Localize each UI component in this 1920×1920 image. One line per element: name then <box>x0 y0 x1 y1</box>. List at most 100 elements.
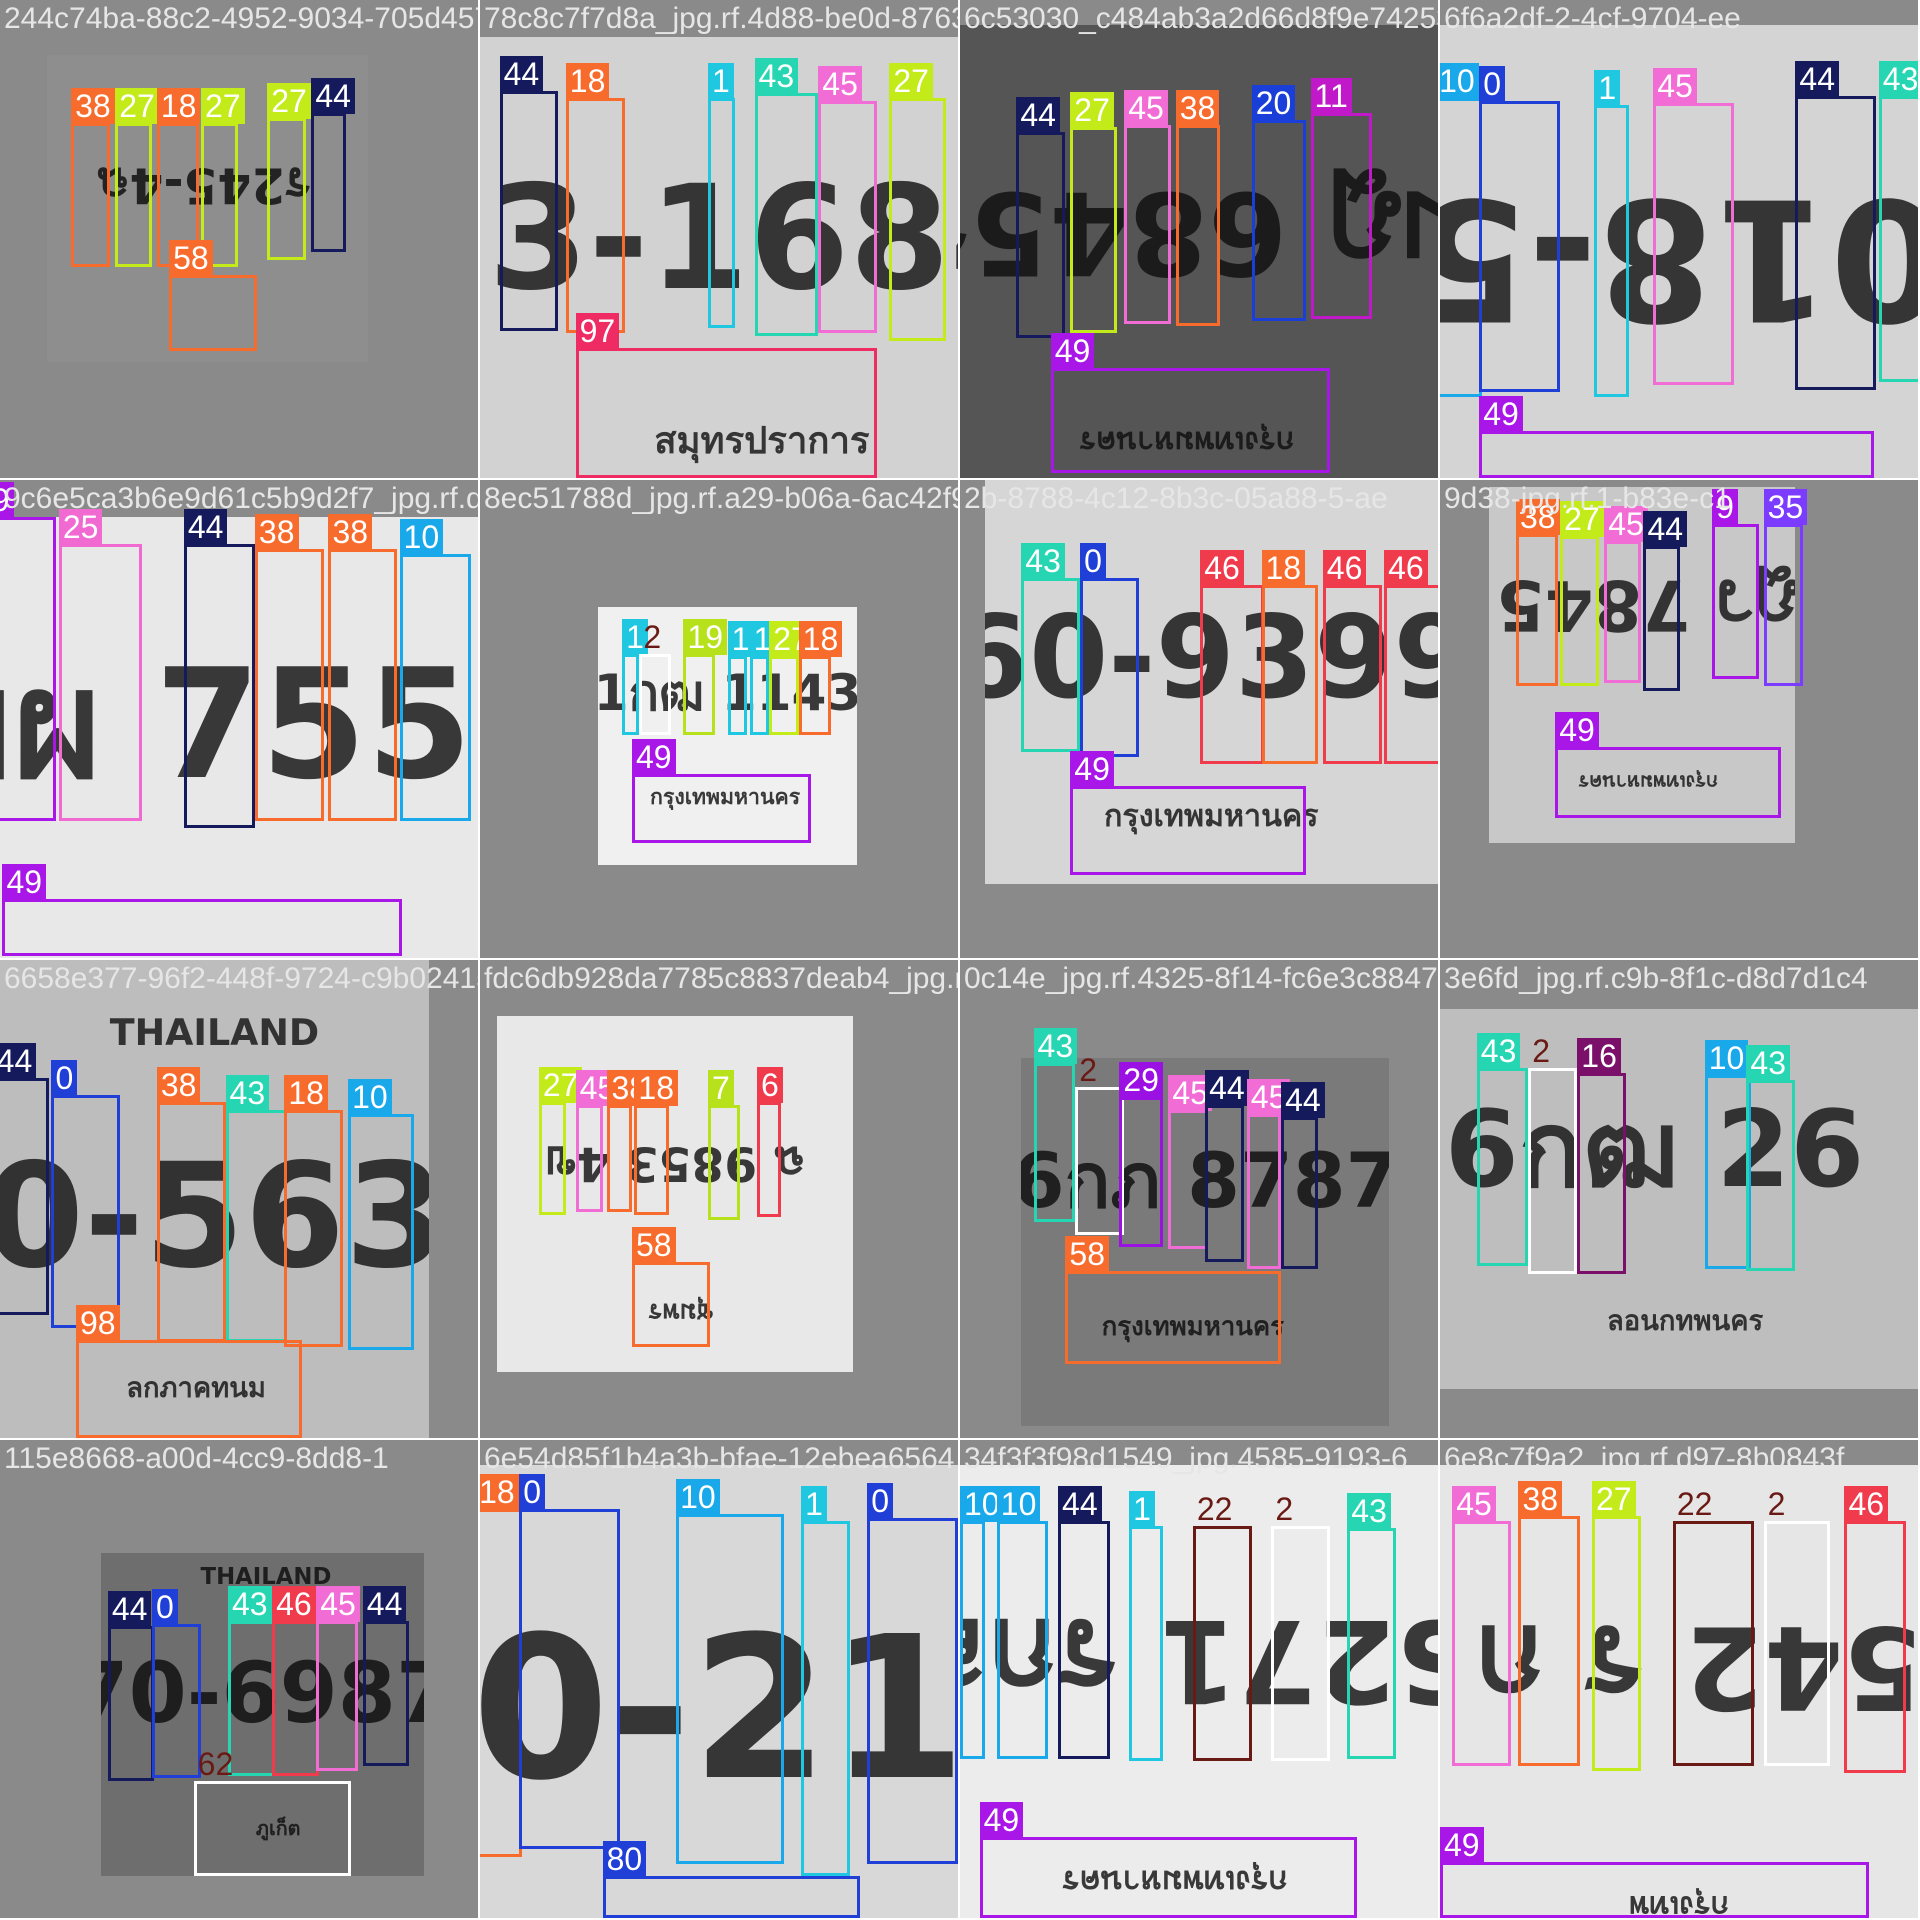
bounding-box: 25 <box>58 508 143 821</box>
bounding-box: 45 <box>575 1069 620 1213</box>
image-tile: 8542 ร ก 6กรุงเทพ6e8c7f9a2_jpg.rf.d97-8b… <box>1440 1440 1918 1918</box>
bounding-box: 10 <box>399 518 471 821</box>
bounding-box: 18 <box>480 1473 522 1857</box>
bounding-box: 45 <box>316 1586 360 1771</box>
bounding-box: 49 <box>2 864 402 956</box>
class-label: 38 <box>1518 1480 1563 1517</box>
class-label: 49 <box>2 864 47 901</box>
image-filename: fdc6db928da7785c8837deab4_jpg.rf <box>484 962 958 995</box>
plate-text: 70-5632 <box>0 1133 429 1302</box>
plate-text: ลอนกทพนคร <box>1607 1305 1764 1337</box>
class-label: 18 <box>798 621 843 658</box>
class-label: 10 <box>960 1485 1004 1522</box>
bounding-box: 18 <box>156 87 201 268</box>
bounding-box: 10 <box>1704 1040 1752 1269</box>
class-label: 44 <box>1205 1069 1249 1106</box>
image-filename: 244c74ba-88c2-4952-9034-705d4570fa75_jpg… <box>4 2 478 35</box>
plate-image: ฎว 7845 กรุงเทพมหานคร <box>1489 487 1796 843</box>
class-label: 11 <box>1310 77 1352 114</box>
class-label: 49 <box>1070 751 1114 788</box>
plate-text: 80-210 <box>480 1593 958 1824</box>
bounding-box: 29 <box>1119 1062 1164 1247</box>
image-filename: 9c6e5ca3b6e9d61c5b9d2f7_jpg.rf.d5cf80 <box>4 482 478 515</box>
bounding-box: 9 <box>1712 489 1759 679</box>
class-label: 43 <box>1347 1493 1391 1530</box>
class-label: 43 <box>1021 543 1065 580</box>
bounding-box: 1 <box>1129 1490 1164 1762</box>
bounding-box: 2 <box>639 619 672 735</box>
bounding-box: 18 <box>1261 550 1318 765</box>
bounding-box: 27 <box>889 63 946 341</box>
image-tile: 73-1684 สมุทรปราการ 78c8c7f7d8a_jpg.rf.4d8… <box>480 0 958 478</box>
image-tile: ฌฎ 6845รกรุงเทพมหานคร6c53030_c484ab3a2d6… <box>960 0 1438 478</box>
plate-image: ฆผ 7552 <box>0 516 478 958</box>
bounding-box: 43 <box>225 1074 287 1343</box>
bounding-box: 58 <box>169 239 258 351</box>
class-label: 18 <box>565 63 610 100</box>
image-tile: 6กฒ 26 ลอนกทพนคร 3e6fd_jpg.rf.c9b-8f1c-d8d… <box>1440 960 1918 1438</box>
image-tile: 1กฒ 1143 กรุงเทพมหานคร 8ec51788d_jpg.rf.a2… <box>480 480 958 958</box>
class-label: 38 <box>1515 498 1560 535</box>
class-label: 1 <box>1594 70 1621 107</box>
bounding-box: 45 <box>818 65 878 334</box>
image-tile: S271 รกอกรุงเทพมหานคร34f3f3f98d1549_jpg.… <box>960 1440 1438 1918</box>
plate-text: ภูเก็ต <box>255 1816 301 1840</box>
class-label: 43 <box>1033 1027 1078 1064</box>
class-label: 44 <box>311 77 355 114</box>
class-label: 46 <box>1844 1485 1889 1522</box>
image-tile: ร245-4ฉ244c74ba-88c2-4952-9034-705d4570f… <box>0 0 478 478</box>
class-label: 27 <box>889 63 933 100</box>
bounding-box: 38 <box>156 1067 226 1343</box>
bounding-box: 46 <box>1322 550 1382 765</box>
image-filename: 115e8668-a00d-4cc9-8dd8-1 <box>4 1442 389 1475</box>
class-label: 10 <box>1704 1040 1749 1077</box>
bounding-box: 19 <box>683 619 728 735</box>
plate-text: ฆผ 7552 <box>0 636 478 814</box>
class-label: 38 <box>254 513 299 550</box>
image-tile: ฉ 9853 4ข ชุมพร fdc6db928da7785c8837deab4_… <box>480 960 958 1438</box>
class-label: 49 <box>1050 332 1095 369</box>
image-filename: 6c53030_c484ab3a2d66d8f9e74253a2bg47 <box>964 2 1438 35</box>
bounding-box: 10 <box>996 1485 1049 1759</box>
bounding-box: 27 <box>1591 1480 1641 1771</box>
image-tile: 80-2106e54d85f1b4a3b-bfae-12ebea65641801… <box>480 1440 958 1918</box>
image-filename: 8ec51788d_jpg.rf.a29-b06a-6ac42f9f6f8 <box>484 482 958 515</box>
class-label: 0 <box>1479 65 1506 102</box>
class-label: 43 <box>754 58 799 95</box>
class-label: 0 <box>519 1473 546 1510</box>
class-label: 38 <box>156 1067 201 1104</box>
class-label: 0 <box>867 1483 894 1520</box>
class-label: 45 <box>1653 67 1697 104</box>
plate-text: กรุงเทพมหานคร <box>1101 1311 1285 1342</box>
class-label: 44 <box>183 508 228 545</box>
image-filename: 9d38-jpg.rf.1-b83e-c1 <box>1444 482 1731 515</box>
class-label: 0 <box>51 1059 78 1096</box>
bounding-box: 16 <box>1577 1037 1627 1274</box>
class-label: 2 <box>1275 1490 1294 1527</box>
class-label: 18 <box>1261 550 1306 587</box>
class-label: 49 <box>1555 712 1599 749</box>
bounding-box: 27 <box>769 621 813 735</box>
class-label: 46 <box>272 1586 316 1623</box>
class-label: 22 <box>1676 1485 1713 1522</box>
bounding-box: 7 <box>707 1069 740 1220</box>
bounding-box: 38 <box>1175 90 1220 326</box>
class-label: 7 <box>707 1069 734 1106</box>
class-label: 19 <box>683 619 728 656</box>
bounding-box: 44 <box>1058 1485 1110 1759</box>
class-label: 16 <box>1577 1037 1621 1074</box>
bounding-box: 0 <box>867 1483 958 1865</box>
class-label: 38 <box>1175 90 1220 126</box>
class-label: 10 <box>676 1478 720 1515</box>
bounding-box: 46 <box>1200 550 1264 765</box>
bounding-box: 43 <box>227 1586 275 1776</box>
plate-image: 73-1684 สมุทรปราการ <box>480 36 958 478</box>
bounding-box: 2 <box>1075 1052 1125 1235</box>
class-label: 27 <box>115 87 159 124</box>
bounding-box: 58 <box>631 1226 711 1348</box>
class-label: 44 <box>0 1042 37 1079</box>
class-label: 43 <box>1476 1032 1521 1069</box>
class-label: 2 <box>643 619 662 656</box>
class-label: 45 <box>1124 90 1168 126</box>
